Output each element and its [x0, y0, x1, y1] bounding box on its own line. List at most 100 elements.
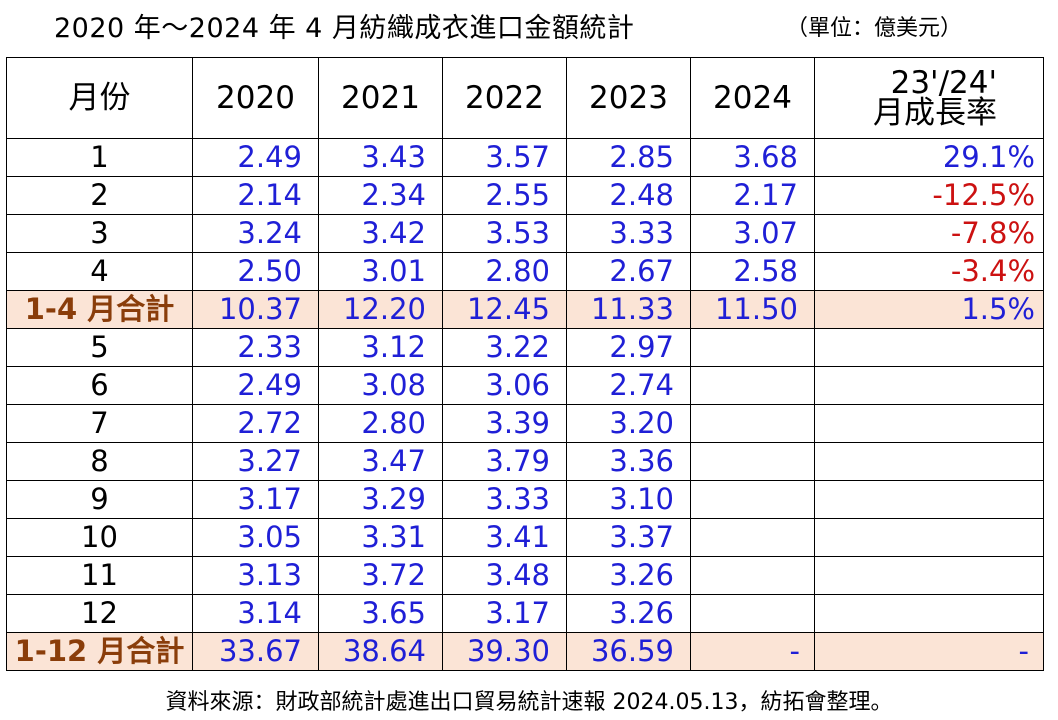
value-cell-2024 [690, 480, 815, 519]
value-cell-2020: 2.33 [192, 328, 319, 367]
month-cell: 5 [6, 328, 193, 367]
value-cell-2024 [690, 366, 815, 405]
month-cell: 4 [6, 252, 193, 291]
value-cell-2022: 3.39 [442, 404, 567, 443]
value-cell-2023: 3.26 [566, 594, 691, 633]
growth-rate-cell [814, 442, 1044, 481]
value-cell-2020: 3.14 [192, 594, 319, 633]
value-cell-2022: 3.17 [442, 594, 567, 633]
value-cell-2021: 3.65 [318, 594, 443, 633]
value-cell-2020: 3.27 [192, 442, 319, 481]
year-column-header: 2020 [192, 57, 319, 139]
value-cell-2021: 12.20 [318, 290, 443, 329]
table-row: 6 2.49 3.08 3.06 2.74 [6, 366, 1044, 405]
subtotal-row: 1-12 月合計 33.67 38.64 39.30 36.59- - [6, 632, 1044, 671]
value-cell-2021: 3.29 [318, 480, 443, 519]
value-cell-2024: - [690, 632, 815, 671]
table-row: 10 3.05 3.31 3.41 3.37 [6, 518, 1044, 557]
table-row: 8 3.27 3.47 3.79 3.36 [6, 442, 1044, 481]
value-cell-2022: 3.22 [442, 328, 567, 367]
table-row: 1 2.49 3.43 3.57 2.85 3.68 29.1% [6, 138, 1044, 177]
value-cell-2022: 2.80 [442, 252, 567, 291]
title-row: 2020 年～2024 年 4 月紡織成衣進口金額統計 （單位：億美元） [0, 0, 1058, 50]
value-cell-2021: 3.08 [318, 366, 443, 405]
growth-rate-cell: -3.4% [814, 252, 1044, 291]
growth-rate-column-header: 23'/24' 月成長率 [814, 57, 1044, 139]
value-cell-2024: 3.07 [690, 214, 815, 253]
growth-rate-cell [814, 594, 1044, 633]
import-statistics-table: 月份 2020 2021 2022 2023 2024 23'/24' 月成長率… [6, 57, 1044, 671]
month-cell: 1 [6, 138, 193, 177]
value-cell-2021: 3.01 [318, 252, 443, 291]
value-cell-2024: 3.68 [690, 138, 815, 177]
value-cell-2022: 3.41 [442, 518, 567, 557]
value-cell-2021: 2.34 [318, 176, 443, 215]
month-cell: 7 [6, 404, 193, 443]
growth-rate-cell [814, 556, 1044, 595]
growth-rate-cell: 1.5% [814, 290, 1044, 329]
header-row: 月份 2020 2021 2022 2023 2024 23'/24' 月成長率 [6, 57, 1044, 139]
source-note: 資料來源：財政部統計處進出口貿易統計速報 2024.05.13，紡拓會整理。 [165, 690, 893, 715]
value-cell-2024: 11.50 [690, 290, 815, 329]
value-cell-2024: 2.58 [690, 252, 815, 291]
month-column-header: 月份 [6, 57, 193, 139]
growth-rate-cell [814, 328, 1044, 367]
value-cell-2022: 3.33 [442, 480, 567, 519]
value-cell-2020: 2.72 [192, 404, 319, 443]
table-row: 9 3.17 3.29 3.33 3.10 [6, 480, 1044, 519]
growth-rate-header-line2: 月成長率 [873, 95, 997, 131]
value-cell-2023: 3.10 [566, 480, 691, 519]
value-cell-2021: 2.80 [318, 404, 443, 443]
growth-rate-cell: -7.8% [814, 214, 1044, 253]
month-cell: 1-4 月合計 [6, 290, 193, 329]
value-cell-2023: 2.67 [566, 252, 691, 291]
value-cell-2023: 3.37 [566, 518, 691, 557]
table-row: 4 2.50 3.01 2.80 2.67 2.58 -3.4% [6, 252, 1044, 291]
value-cell-2023: 3.20 [566, 404, 691, 443]
value-cell-2024 [690, 328, 815, 367]
value-cell-2021: 3.12 [318, 328, 443, 367]
growth-rate-cell [814, 518, 1044, 557]
subtotal-row: 1-4 月合計 10.37 12.20 12.45 11.33 11.50 1.5% [6, 290, 1044, 329]
value-cell-2021: 3.47 [318, 442, 443, 481]
value-cell-2021: 3.43 [318, 138, 443, 177]
unit-note: （單位：億美元） [786, 16, 963, 41]
value-cell-2023: 2.97 [566, 328, 691, 367]
value-cell-2021: 3.72 [318, 556, 443, 595]
growth-rate-cell [814, 480, 1044, 519]
month-cell: 3 [6, 214, 193, 253]
value-cell-2022: 39.30 [442, 632, 567, 671]
year-column-header: 2021 [318, 57, 443, 139]
value-cell-2023: 3.33 [566, 214, 691, 253]
value-cell-2020: 2.49 [192, 366, 319, 405]
value-cell-2023: 3.26 [566, 556, 691, 595]
value-cell-2021: 3.42 [318, 214, 443, 253]
value-cell-2023: 2.74 [566, 366, 691, 405]
value-cell-2020: 3.17 [192, 480, 319, 519]
value-cell-2022: 2.55 [442, 176, 567, 215]
value-cell-2022: 3.06 [442, 366, 567, 405]
value-cell-2024 [690, 442, 815, 481]
table-title: 2020 年～2024 年 4 月紡織成衣進口金額統計 [54, 13, 635, 44]
growth-rate-cell [814, 404, 1044, 443]
month-cell: 10 [6, 518, 193, 557]
table-row: 5 2.33 3.12 3.22 2.97 [6, 328, 1044, 367]
growth-rate-cell: - [814, 632, 1044, 671]
month-cell: 1-12 月合計 [6, 632, 193, 671]
growth-rate-cell: -12.5% [814, 176, 1044, 215]
value-cell-2022: 3.53 [442, 214, 567, 253]
table-row: 11 3.13 3.72 3.48 3.26 [6, 556, 1044, 595]
year-column-header: 2024 [690, 57, 815, 139]
table-row: 2 2.14 2.34 2.55 2.48 2.17 -12.5% [6, 176, 1044, 215]
table-body: 1 2.49 3.43 3.57 2.85 3.68 29.1% 2 2.14 2.34 2.55 2… [6, 138, 1044, 671]
value-cell-2024 [690, 404, 815, 443]
value-cell-2020: 2.14 [192, 176, 319, 215]
value-cell-2020: 2.49 [192, 138, 319, 177]
table-row: 7 2.72 2.80 3.39 3.20 [6, 404, 1044, 443]
value-cell-2024 [690, 594, 815, 633]
value-cell-2023: 11.33 [566, 290, 691, 329]
value-cell-2022: 3.48 [442, 556, 567, 595]
month-cell: 6 [6, 366, 193, 405]
value-cell-2020: 33.67 [192, 632, 319, 671]
value-cell-2022: 3.79 [442, 442, 567, 481]
